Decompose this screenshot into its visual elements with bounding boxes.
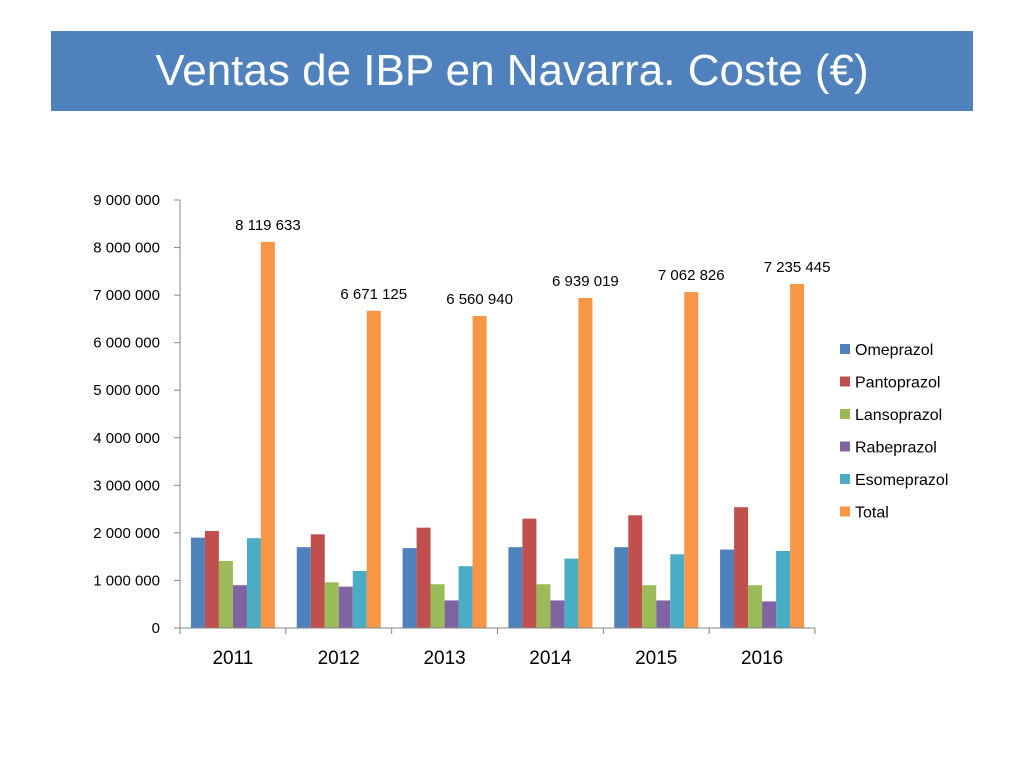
bar-total-2012 (366, 310, 381, 628)
bar-lansoprazol-2016 (748, 585, 763, 628)
bar-pantoprazol-2015 (628, 515, 643, 628)
bar-rabeprazol-2015 (656, 600, 671, 628)
legend-swatch-esomeprazol (840, 474, 850, 484)
bar-esomeprazol-2015 (670, 554, 685, 628)
bar-pantoprazol-2011 (204, 530, 219, 628)
y-tick-label: 2 000 000 (93, 525, 160, 542)
data-label-2015: 7 062 826 (658, 267, 725, 284)
legend-label-pantoprazol: Pantoprazol (855, 375, 940, 392)
bar-total-2015 (684, 292, 699, 628)
bar-lansoprazol-2014 (536, 584, 551, 628)
bar-esomeprazol-2012 (352, 570, 367, 628)
bar-lansoprazol-2013 (430, 584, 445, 628)
legend-swatch-lansoprazol (840, 409, 850, 419)
slide-title: Ventas de IBP en Navarra. Coste (€) (155, 46, 869, 95)
bar-omeprazol-2011 (190, 537, 205, 628)
bar-total-2014 (578, 298, 593, 628)
data-label-2016: 7 235 445 (764, 259, 831, 276)
y-tick-label: 4 000 000 (93, 430, 160, 447)
x-tick-label: 2016 (741, 648, 783, 669)
y-tick-label: 8 000 000 (93, 240, 160, 257)
bar-rabeprazol-2011 (232, 585, 247, 628)
x-tick-label: 2013 (423, 648, 465, 669)
bar-omeprazol-2012 (296, 547, 311, 628)
legend-swatch-pantoprazol (840, 376, 850, 387)
bar-esomeprazol-2011 (246, 538, 261, 628)
bar-total-2016 (790, 283, 805, 628)
x-tick-label: 2012 (318, 648, 360, 669)
legend-label-omeprazol: Omeprazol (855, 342, 933, 359)
bar-esomeprazol-2016 (776, 550, 791, 628)
bar-rabeprazol-2016 (762, 601, 777, 628)
bar-lansoprazol-2015 (642, 585, 657, 628)
bar-esomeprazol-2013 (458, 566, 473, 628)
bar-rabeprazol-2012 (338, 586, 353, 628)
legend-swatch-omeprazol (840, 344, 850, 354)
bar-pantoprazol-2016 (734, 507, 749, 628)
bar-lansoprazol-2011 (218, 560, 233, 628)
bar-total-2013 (472, 315, 487, 628)
y-tick-label: 3 000 000 (93, 477, 160, 494)
y-tick-label: 5 000 000 (93, 382, 160, 399)
x-tick-label: 2015 (635, 648, 677, 669)
bar-esomeprazol-2014 (564, 558, 579, 628)
y-tick-label: 9 000 000 (93, 192, 160, 209)
legend-label-esomeprazol: Esomeprazol (855, 472, 948, 489)
legend-swatch-rabeprazol (840, 441, 850, 452)
legend-label-rabeprazol: Rabeprazol (855, 440, 937, 457)
bar-pantoprazol-2013 (416, 527, 431, 628)
bar-rabeprazol-2014 (550, 600, 565, 628)
bar-lansoprazol-2012 (324, 582, 339, 628)
bar-pantoprazol-2014 (522, 518, 537, 628)
data-label-2013: 6 560 940 (446, 291, 513, 308)
bar-omeprazol-2014 (508, 547, 523, 628)
bar-omeprazol-2015 (614, 547, 629, 628)
bar-total-2011 (260, 241, 275, 629)
data-label-2014: 6 939 019 (552, 273, 619, 290)
legend-label-total: Total (855, 505, 889, 522)
x-tick-label: 2011 (212, 648, 253, 669)
x-tick-label: 2014 (529, 648, 572, 669)
bar-rabeprazol-2013 (444, 600, 459, 628)
bar-omeprazol-2016 (720, 549, 735, 628)
bar-omeprazol-2013 (402, 548, 417, 628)
data-label-2012: 6 671 125 (340, 286, 407, 303)
y-tick-label: 7 000 000 (93, 287, 160, 304)
y-tick-label: 1 000 000 (93, 572, 160, 589)
legend-swatch-total (840, 506, 850, 517)
y-tick-label: 0 (152, 620, 160, 637)
legend-label-lansoprazol: Lansoprazol (855, 407, 942, 424)
title-bar: Ventas de IBP en Navarra. Coste (€) (51, 31, 973, 111)
bar-pantoprazol-2012 (310, 534, 325, 628)
data-label-2011: 8 119 633 (235, 217, 301, 234)
y-tick-label: 6 000 000 (93, 335, 160, 352)
